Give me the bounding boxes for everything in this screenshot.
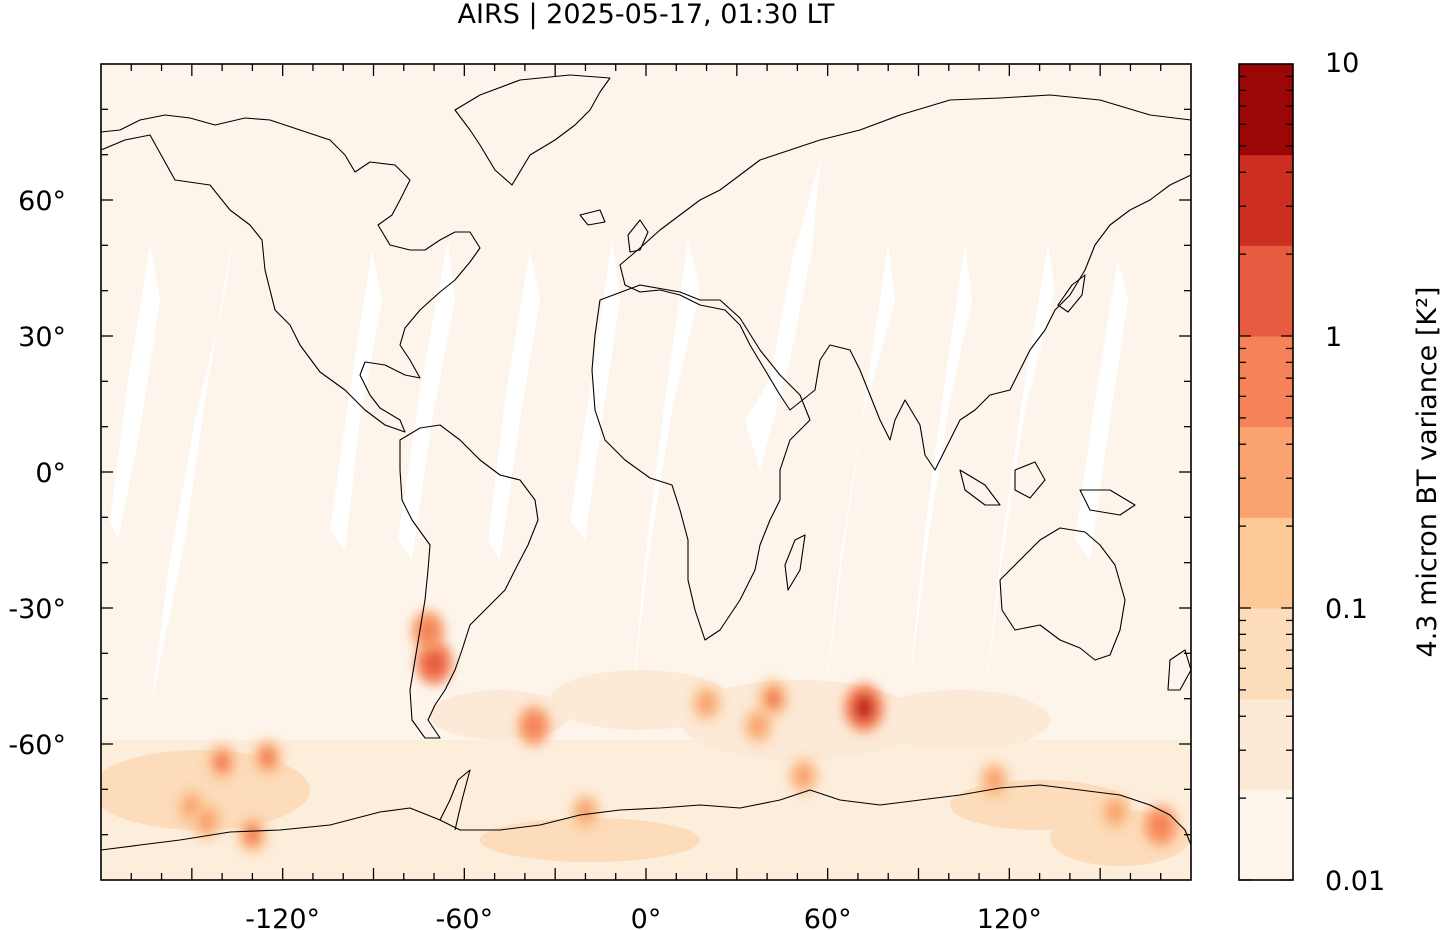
hotspot-core [1150, 813, 1171, 839]
colorbar-tick-label: 1 [1325, 322, 1342, 353]
colorbar-level [1239, 336, 1293, 428]
colorbar-level [1239, 698, 1293, 790]
coast-iceland [579, 209, 606, 226]
swath-gaps [110, 160, 1128, 700]
hotspot-core [697, 692, 716, 715]
x-tick-label: 120° [977, 904, 1042, 930]
colorbar-ticks [1239, 75, 1293, 881]
colorbar-axis-label: 4.3 micron BT variance [K²] [1412, 287, 1442, 658]
x-tick-label: 0° [631, 904, 662, 930]
coast-japan [1057, 274, 1086, 313]
colorbar-level [1239, 245, 1293, 337]
hotspot-core [577, 801, 594, 823]
y-tick-label: 30° [18, 322, 66, 353]
coastlines [101, 74, 1191, 851]
colorbar-level [1239, 789, 1293, 881]
x-tick-label: 60° [804, 904, 852, 930]
coast-new-zealand [1167, 649, 1191, 691]
hotspot-core [985, 769, 1003, 792]
coast-africa [591, 284, 811, 641]
hotspot-core [852, 693, 876, 723]
hotspot-core [524, 713, 544, 738]
coast-british-isles [627, 219, 649, 253]
colorbar-level [1239, 64, 1293, 156]
coast-sumatra [959, 469, 1001, 506]
y-tick-label: 60° [18, 186, 66, 217]
hotspot-core [1106, 801, 1124, 823]
hotspot-layer [176, 609, 1179, 855]
coast-greenland [454, 74, 611, 186]
hotspot-core [418, 618, 438, 643]
y-tick-label: 0° [35, 458, 66, 489]
coast-south-america [399, 424, 539, 739]
chart-title: AIRS | 2025-05-17, 01:30 LT [458, 0, 835, 30]
coast-madagascar [784, 534, 806, 591]
coast-australia [999, 527, 1126, 661]
colorbar-tick-label: 10 [1325, 48, 1359, 79]
colorbar-tick-label: 0.1 [1325, 594, 1368, 625]
coast-borneo [1014, 461, 1046, 499]
hotspot-core [258, 746, 277, 769]
coast-north-america [101, 114, 481, 433]
colorbar-tick-labels: 10 1 0.1 0.01 [1325, 48, 1385, 897]
axis-labels: -120° -60° 0° 60° 120° 60° 30° 0° -30° -60° [8, 186, 1041, 930]
hotspot-core [423, 649, 445, 676]
hotspot-core [749, 714, 767, 737]
coast-new-guinea [1079, 489, 1136, 516]
x-tick-label: -120° [245, 904, 320, 930]
colorbar-level [1239, 154, 1293, 246]
colorbar-levels [1239, 64, 1293, 881]
colorbar-level [1239, 608, 1293, 700]
coast-eurasia [619, 94, 1191, 471]
coast-antarctic-peninsula [439, 769, 471, 831]
y-tick-label: -60° [8, 730, 66, 761]
colorbar-level [1239, 517, 1293, 609]
x-tick-label: -60° [436, 904, 494, 930]
map-field [101, 64, 1191, 880]
colorbar-level [1239, 426, 1293, 518]
colorbar-tick-label: 0.01 [1325, 866, 1385, 897]
coast-antarctica [101, 784, 1191, 851]
hotspot-core [198, 809, 216, 833]
hotspot-core [794, 764, 813, 787]
hotspot-core [763, 686, 783, 711]
colorbar-frame [1238, 63, 1294, 881]
y-tick-label: -30° [8, 594, 66, 625]
hotspot-core [243, 823, 262, 847]
hotspot-core [213, 750, 232, 774]
axis-ticks [101, 64, 1191, 880]
